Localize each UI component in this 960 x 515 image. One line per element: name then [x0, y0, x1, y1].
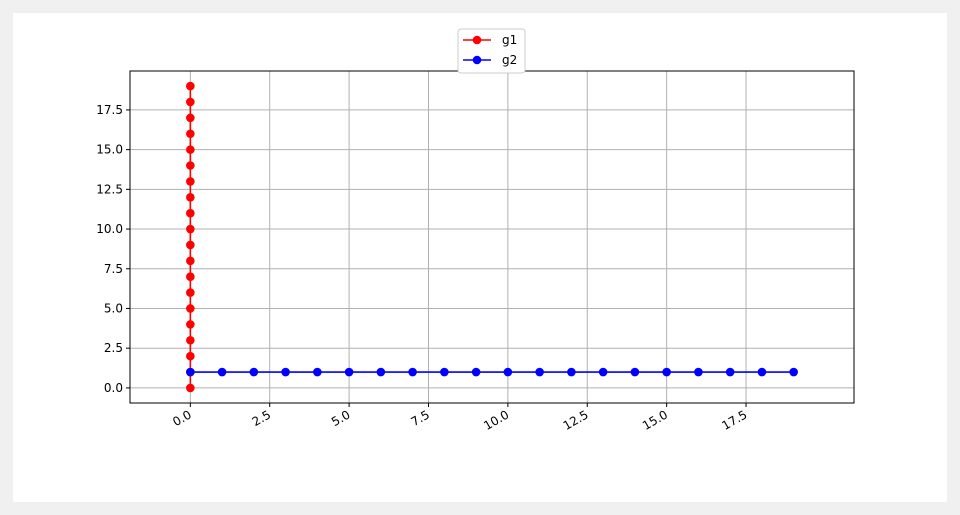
data-point-g1	[186, 224, 195, 234]
data-point-g2	[535, 367, 544, 377]
legend-marker-g1	[472, 35, 482, 45]
legend-label-g1: g1	[502, 33, 517, 47]
data-point-g2	[503, 367, 513, 377]
data-point-g1	[186, 97, 195, 107]
data-point-g2	[186, 367, 195, 377]
chart-card	[13, 13, 947, 502]
data-point-g2	[249, 367, 259, 377]
axis-ticks: 0.0 2.5 5.0 7.5 10.0 12.5 15.0 17.5 0.0 2.5 5.0 7.5…	[96, 103, 749, 433]
data-point-g1	[186, 320, 195, 329]
data-point-g1	[186, 129, 195, 139]
series-layer	[186, 81, 798, 393]
y-tick-label: 5.0	[104, 301, 123, 315]
data-point-g2	[694, 367, 703, 377]
series-g2	[186, 367, 798, 377]
data-point-g2	[471, 367, 481, 377]
x-tick-label: 7.5	[408, 407, 432, 429]
y-tick-label: 2.5	[104, 341, 123, 355]
data-point-g2	[313, 367, 322, 377]
series-g1	[186, 81, 195, 393]
data-point-g2	[217, 367, 227, 377]
data-point-g1	[186, 288, 195, 297]
x-tick-label: 0.0	[170, 407, 194, 429]
y-tick-label: 10.0	[96, 222, 123, 236]
data-point-g2	[376, 367, 386, 377]
y-tick-label: 12.5	[96, 182, 123, 196]
data-point-g1	[186, 113, 195, 123]
data-point-g1	[186, 145, 195, 154]
data-point-g2	[725, 367, 735, 377]
x-tick-label: 5.0	[329, 407, 353, 429]
y-tick-label: 7.5	[104, 262, 123, 276]
data-point-g1	[186, 240, 195, 250]
data-point-g1	[186, 272, 195, 282]
data-point-g1	[186, 256, 195, 266]
y-tick-label: 0.0	[104, 381, 123, 395]
data-point-g1	[186, 177, 195, 186]
data-point-g2	[598, 367, 608, 377]
x-tick-label: 2.5	[250, 407, 274, 429]
data-point-g2	[789, 367, 798, 377]
data-point-g1	[186, 383, 195, 393]
y-tick-label: 15.0	[96, 143, 123, 157]
data-point-g1	[186, 208, 195, 218]
data-point-g2	[408, 367, 417, 377]
x-tick-label: 17.5	[719, 407, 749, 432]
data-point-g2	[440, 367, 449, 377]
grid-lines	[130, 71, 854, 403]
legend-marker-g2	[472, 55, 482, 65]
data-point-g1	[186, 161, 195, 170]
data-point-g1	[186, 351, 195, 361]
data-point-g2	[630, 367, 640, 377]
data-point-g1	[186, 335, 195, 345]
plot-area-frame	[129, 70, 855, 404]
data-point-g2	[567, 367, 576, 377]
y-tick-label: 17.5	[96, 103, 123, 117]
data-point-g2	[662, 367, 671, 377]
data-point-g2	[344, 367, 354, 377]
x-tick-label: 15.0	[640, 407, 670, 432]
data-point-g1	[186, 192, 195, 202]
data-point-g2	[757, 367, 767, 377]
x-tick-label: 10.0	[481, 407, 511, 432]
legend-label-g2: g2	[502, 53, 517, 67]
data-point-g1	[186, 304, 195, 313]
data-point-g2	[281, 367, 290, 377]
data-point-g1	[186, 81, 195, 91]
x-tick-label: 12.5	[561, 407, 591, 432]
